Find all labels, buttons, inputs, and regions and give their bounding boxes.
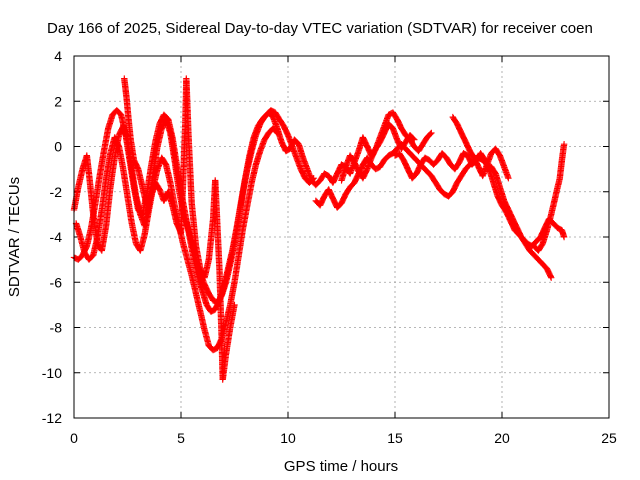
x-axis-label: GPS time / hours xyxy=(284,458,398,475)
y-axis-label: SDTVAR / TECUs xyxy=(6,177,23,297)
data-point xyxy=(505,175,512,182)
chart-title: Day 166 of 2025, Sidereal Day-to-day VTE… xyxy=(47,20,593,37)
data-point xyxy=(309,175,316,183)
x-tick-label: 15 xyxy=(387,430,403,446)
y-tick-label: 2 xyxy=(54,93,62,109)
x-tick-label: 5 xyxy=(177,430,185,446)
x-tick-label: 10 xyxy=(280,430,296,446)
grid xyxy=(74,56,609,418)
x-tick-label: 0 xyxy=(70,430,78,446)
data-point xyxy=(274,129,281,137)
plot-frame xyxy=(73,55,610,419)
x-tick-label: 20 xyxy=(494,430,510,446)
data-points xyxy=(70,75,568,383)
data-point xyxy=(231,301,238,309)
data-point xyxy=(548,274,555,281)
y-tick-label: 0 xyxy=(54,139,62,155)
y-tick-label: -8 xyxy=(50,320,63,336)
data-point xyxy=(428,129,435,137)
data-point xyxy=(560,141,568,148)
y-tick-label: 4 xyxy=(54,48,62,64)
data-point xyxy=(427,130,434,137)
data-point xyxy=(560,233,568,241)
y-tick-label: -12 xyxy=(42,410,62,426)
data-point xyxy=(310,175,317,182)
data-point xyxy=(273,128,280,136)
y-tick-label: -4 xyxy=(50,229,63,245)
y-tick-label: -2 xyxy=(50,184,63,200)
y-tick-label: -10 xyxy=(42,365,62,381)
y-tick-label: -6 xyxy=(50,274,63,290)
x-tick-label: 25 xyxy=(601,430,617,446)
